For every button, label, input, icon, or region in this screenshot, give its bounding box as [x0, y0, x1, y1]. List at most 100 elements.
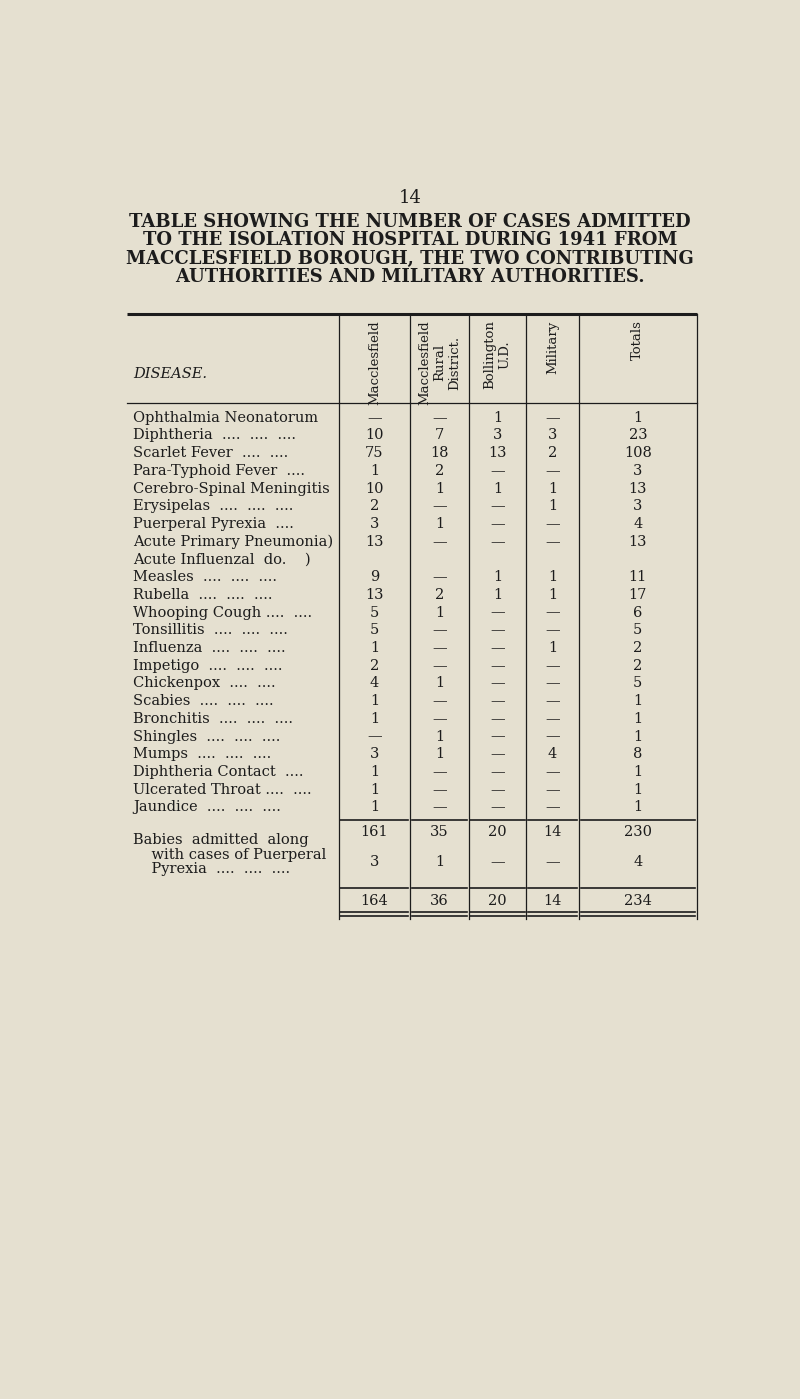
Text: 4: 4: [548, 747, 558, 761]
Text: 3: 3: [370, 855, 379, 869]
Text: 1: 1: [435, 518, 444, 532]
Text: Ophthalmia Neonatorum: Ophthalmia Neonatorum: [134, 411, 318, 425]
Text: 14: 14: [398, 189, 422, 207]
Text: 20: 20: [488, 894, 507, 908]
Text: 20: 20: [488, 825, 507, 839]
Text: 9: 9: [370, 571, 379, 585]
Text: —: —: [490, 499, 505, 513]
Text: 1: 1: [548, 641, 557, 655]
Text: 1: 1: [634, 729, 642, 743]
Text: 1: 1: [548, 481, 557, 495]
Text: 4: 4: [370, 676, 379, 690]
Text: 75: 75: [365, 446, 384, 460]
Text: 1: 1: [370, 464, 379, 478]
Text: Bronchitis  ....  ....  ....: Bronchitis .... .... ....: [134, 712, 294, 726]
Text: 35: 35: [430, 825, 449, 839]
Text: —: —: [490, 641, 505, 655]
Text: 13: 13: [629, 481, 647, 495]
Text: —: —: [432, 782, 446, 796]
Text: 2: 2: [548, 446, 558, 460]
Text: —: —: [490, 747, 505, 761]
Text: Diphtheria  ....  ....  ....: Diphtheria .... .... ....: [134, 428, 296, 442]
Text: —: —: [490, 712, 505, 726]
Text: 2: 2: [435, 464, 444, 478]
Text: —: —: [490, 659, 505, 673]
Text: 13: 13: [365, 534, 384, 548]
Text: Shingles  ....  ....  ....: Shingles .... .... ....: [134, 729, 281, 743]
Text: 3: 3: [633, 499, 642, 513]
Text: 4: 4: [634, 518, 642, 532]
Text: —: —: [546, 800, 560, 814]
Text: 1: 1: [634, 782, 642, 796]
Text: 7: 7: [435, 428, 444, 442]
Text: 2: 2: [435, 588, 444, 602]
Text: —: —: [490, 729, 505, 743]
Text: 1: 1: [370, 641, 379, 655]
Text: 1: 1: [435, 481, 444, 495]
Text: —: —: [546, 712, 560, 726]
Text: 17: 17: [629, 588, 647, 602]
Text: 10: 10: [365, 428, 384, 442]
Text: Diphtheria Contact  ....: Diphtheria Contact ....: [134, 765, 304, 779]
Text: 5: 5: [634, 624, 642, 638]
Text: 1: 1: [634, 712, 642, 726]
Text: —: —: [432, 499, 446, 513]
Text: Military: Military: [546, 320, 559, 374]
Text: 164: 164: [361, 894, 388, 908]
Text: —: —: [490, 676, 505, 690]
Text: 1: 1: [370, 712, 379, 726]
Text: —: —: [490, 606, 505, 620]
Text: —: —: [490, 782, 505, 796]
Text: 1: 1: [370, 800, 379, 814]
Text: AUTHORITIES AND MILITARY AUTHORITIES.: AUTHORITIES AND MILITARY AUTHORITIES.: [175, 269, 645, 285]
Text: Macclesfield
Rural
District.: Macclesfield Rural District.: [418, 320, 461, 404]
Text: —: —: [432, 765, 446, 779]
Text: —: —: [432, 659, 446, 673]
Text: MACCLESFIELD BOROUGH, THE TWO CONTRIBUTING: MACCLESFIELD BOROUGH, THE TWO CONTRIBUTI…: [126, 249, 694, 267]
Text: Acute Influenzal  do.    ): Acute Influenzal do. ): [134, 553, 311, 567]
Text: 18: 18: [430, 446, 449, 460]
Text: 1: 1: [493, 571, 502, 585]
Text: 10: 10: [365, 481, 384, 495]
Text: 8: 8: [633, 747, 642, 761]
Text: DISEASE.: DISEASE.: [134, 368, 207, 382]
Text: —: —: [432, 411, 446, 425]
Text: 230: 230: [624, 825, 652, 839]
Text: Macclesfield: Macclesfield: [368, 320, 381, 404]
Text: 13: 13: [365, 588, 384, 602]
Text: —: —: [490, 694, 505, 708]
Text: 1: 1: [435, 855, 444, 869]
Text: 1: 1: [435, 606, 444, 620]
Text: 5: 5: [370, 606, 379, 620]
Text: —: —: [546, 464, 560, 478]
Text: —: —: [432, 800, 446, 814]
Text: 1: 1: [548, 499, 557, 513]
Text: —: —: [546, 659, 560, 673]
Text: —: —: [546, 518, 560, 532]
Text: 1: 1: [493, 411, 502, 425]
Text: 1: 1: [370, 765, 379, 779]
Text: —: —: [490, 624, 505, 638]
Text: 4: 4: [634, 855, 642, 869]
Text: —: —: [432, 641, 446, 655]
Text: Chickenpox  ....  ....: Chickenpox .... ....: [134, 676, 276, 690]
Text: 1: 1: [493, 588, 502, 602]
Text: Influenza  ....  ....  ....: Influenza .... .... ....: [134, 641, 286, 655]
Text: —: —: [490, 518, 505, 532]
Text: 14: 14: [543, 894, 562, 908]
Text: —: —: [490, 800, 505, 814]
Text: 1: 1: [435, 729, 444, 743]
Text: 161: 161: [361, 825, 388, 839]
Text: 5: 5: [634, 676, 642, 690]
Text: —: —: [546, 694, 560, 708]
Text: Bollington
U.D.: Bollington U.D.: [483, 320, 511, 389]
Text: 234: 234: [624, 894, 652, 908]
Text: 11: 11: [629, 571, 647, 585]
Text: TO THE ISOLATION HOSPITAL DURING 1941 FROM: TO THE ISOLATION HOSPITAL DURING 1941 FR…: [143, 231, 677, 249]
Text: Measles  ....  ....  ....: Measles .... .... ....: [134, 571, 278, 585]
Text: Acute Primary Pneumonia): Acute Primary Pneumonia): [134, 534, 334, 548]
Text: Babies  admitted  along: Babies admitted along: [134, 832, 309, 846]
Text: Cerebro-Spinal Meningitis: Cerebro-Spinal Meningitis: [134, 481, 330, 495]
Text: 23: 23: [629, 428, 647, 442]
Text: 1: 1: [634, 411, 642, 425]
